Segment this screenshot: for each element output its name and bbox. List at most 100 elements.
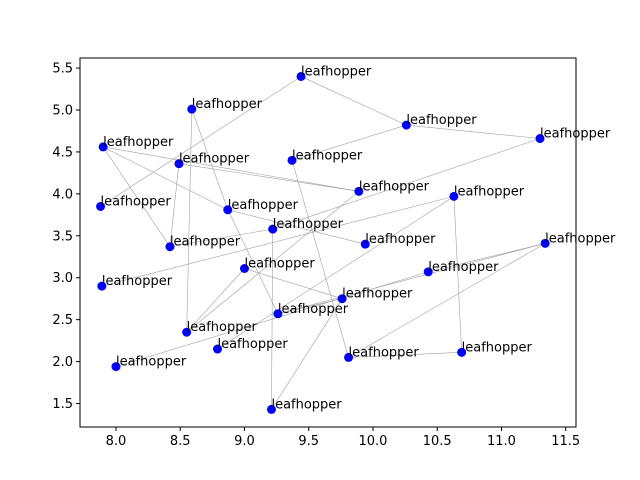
data-point	[96, 201, 106, 211]
y-tick-label: 1.5	[52, 397, 73, 412]
graph-edge	[102, 146, 228, 211]
y-tick-label: 2.5	[52, 313, 73, 328]
point-label: leafhopper	[349, 345, 420, 360]
graph-edge	[186, 109, 193, 333]
data-point	[423, 267, 433, 277]
graph-edge	[186, 268, 245, 333]
point-label: leafhopper	[244, 256, 315, 271]
data-point	[449, 191, 459, 201]
axes-frame	[79, 57, 577, 428]
data-point	[337, 294, 347, 304]
x-tick-label: 10.5	[423, 434, 452, 449]
graph-edge	[102, 146, 171, 247]
data-point	[223, 205, 233, 215]
graph-edge	[453, 196, 462, 353]
point-label: leafhopper	[179, 152, 250, 167]
data-point	[97, 281, 107, 291]
graph-edge	[169, 163, 180, 247]
point-label: leafhopper	[116, 355, 187, 370]
graph-edge	[101, 196, 455, 287]
data-point	[98, 142, 108, 152]
point-label: leafhopper	[462, 340, 533, 355]
data-point	[401, 120, 411, 130]
point-label: leafhopper	[365, 232, 436, 247]
data-point	[239, 263, 249, 273]
point-label: leafhopper	[192, 97, 263, 112]
data-point	[266, 404, 276, 414]
x-tick-label: 8.0	[106, 434, 127, 449]
point-label: leafhopper	[102, 274, 173, 289]
graph-edge	[178, 163, 359, 192]
point-label: leafhopper	[406, 113, 477, 128]
graph-edge	[227, 209, 279, 314]
x-tick-label: 9.0	[234, 434, 255, 449]
graph-edge	[406, 124, 541, 139]
data-point	[111, 362, 121, 372]
graph-edge	[186, 191, 360, 333]
y-axis: 1.5 2.0 2.5 3.0 3.5 4.0 4.5 5.0 5.5	[52, 62, 80, 412]
y-tick-label: 3.0	[52, 271, 73, 286]
y-tick-label: 4.0	[52, 187, 73, 202]
graph-edge	[103, 146, 359, 192]
x-tick-label: 11.0	[487, 434, 516, 449]
point-label: leafhopper	[342, 287, 413, 302]
point-label: leafhopper	[545, 231, 616, 246]
graph-edge	[300, 76, 407, 126]
data-point	[457, 347, 467, 357]
point-label: leafhopper	[101, 194, 172, 209]
graph-edge	[277, 243, 546, 315]
point-label: leafhopper	[278, 302, 349, 317]
graph-edge	[277, 298, 343, 315]
x-tick-label: 9.5	[298, 434, 319, 449]
point-label: leafhopper	[103, 135, 174, 150]
graph-edge	[115, 271, 429, 367]
x-tick-label: 10.0	[358, 434, 387, 449]
point-labels-layer: leafhopperleafhopperleafhopperleafhopper…	[101, 64, 616, 412]
data-point	[165, 242, 175, 252]
data-point	[212, 344, 222, 354]
point-label: leafhopper	[454, 184, 525, 199]
graph-edge	[348, 243, 546, 358]
data-point	[182, 327, 192, 337]
graph-edge	[271, 298, 343, 410]
data-point	[540, 238, 550, 248]
point-label: leafhopper	[428, 260, 499, 275]
graph-edge	[291, 124, 407, 161]
point-label: leafhopper	[217, 337, 288, 352]
x-tick-label: 8.5	[170, 434, 191, 449]
graph-edge	[291, 160, 349, 358]
data-point	[296, 71, 306, 81]
data-point	[360, 239, 370, 249]
data-point	[174, 159, 184, 169]
points-layer	[96, 71, 550, 414]
data-point	[354, 186, 364, 196]
point-label: leafhopper	[359, 179, 430, 194]
graph-edge	[272, 138, 541, 230]
data-point	[273, 309, 283, 319]
point-label: leafhopper	[271, 397, 342, 412]
graph-edge	[227, 209, 366, 245]
y-tick-label: 2.0	[52, 355, 73, 370]
point-label: leafhopper	[540, 127, 611, 142]
y-tick-label: 5.5	[52, 62, 73, 77]
graph-edge	[169, 228, 273, 247]
point-label: leafhopper	[170, 235, 241, 250]
data-point	[287, 155, 297, 165]
y-tick-label: 5.0	[52, 103, 73, 118]
data-point	[268, 224, 278, 234]
y-tick-label: 4.5	[52, 145, 73, 160]
graph-edge	[244, 268, 343, 299]
graph-edge	[100, 76, 302, 207]
edges-layer	[100, 76, 546, 410]
graph-edge	[348, 352, 462, 358]
x-axis: 8.0 8.5 9.0 9.5 10.0 10.5 11.0 11.5	[106, 427, 580, 449]
y-tick-label: 3.5	[52, 229, 73, 244]
point-label: leafhopper	[273, 217, 344, 232]
point-label: leafhopper	[187, 320, 258, 335]
data-point	[344, 352, 354, 362]
x-tick-label: 11.5	[551, 434, 580, 449]
graph-edge	[191, 109, 229, 210]
data-point	[187, 104, 197, 114]
